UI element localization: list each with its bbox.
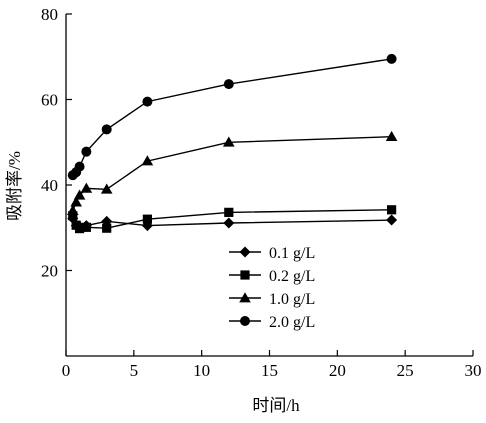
circle-point: [81, 146, 92, 157]
legend-label: 0.2 g/L: [269, 268, 315, 285]
triangle-point: [223, 136, 235, 147]
square-point: [74, 224, 85, 234]
legend-item: 2.0 g/L: [229, 314, 315, 331]
series-line: [72, 136, 392, 211]
legend-label: 2.0 g/L: [269, 314, 315, 331]
legend-marker: [240, 316, 250, 326]
square-point: [387, 205, 397, 215]
triangle-point: [70, 196, 82, 207]
x-tick-label: 25: [397, 361, 414, 380]
series-layer: [66, 53, 398, 234]
x-tick-label: 0: [62, 361, 71, 380]
series-3: [66, 130, 398, 215]
x-tick-label: 5: [130, 361, 139, 380]
circle-point: [101, 124, 112, 135]
square-point: [102, 223, 112, 233]
circle-point: [74, 161, 85, 172]
triangle-point: [73, 189, 86, 200]
square-point: [224, 207, 234, 217]
square-point: [142, 214, 152, 224]
square-point: [68, 211, 78, 221]
legend-marker: [239, 292, 251, 303]
triangle-point: [100, 183, 113, 194]
legend-item: 0.2 g/L: [229, 268, 315, 285]
triangle-point: [385, 130, 398, 142]
x-tick-label: 10: [193, 361, 210, 380]
series-4: [67, 53, 397, 181]
legend-label: 1.0 g/L: [269, 291, 315, 308]
triangle-point: [141, 155, 154, 166]
legend-marker: [240, 270, 250, 280]
x-tick-label: 30: [465, 361, 482, 380]
circle-point: [386, 53, 397, 64]
diamond-point: [223, 217, 235, 229]
y-tick-label: 20: [41, 262, 58, 281]
diamond-point: [386, 214, 398, 226]
circle-point: [142, 96, 153, 107]
y-tick-label: 40: [41, 176, 58, 195]
legend-label: 0.1 g/L: [269, 245, 315, 262]
x-tick-label: 15: [261, 361, 278, 380]
y-axis-label: 吸附率/%: [5, 151, 24, 221]
legend-item: 1.0 g/L: [229, 291, 315, 308]
x-axis-label: 时间/h: [252, 396, 300, 415]
series-line: [72, 58, 392, 176]
y-tick-label: 60: [41, 91, 58, 110]
legend-marker: [239, 246, 251, 258]
series-2: [68, 205, 397, 234]
axes: 0 5 10 15 20 25 30 20 40 60 80: [41, 5, 482, 380]
circle-point: [223, 79, 234, 90]
legend: 0.1 g/L 0.2 g/L 1.0 g/L 2.0 g/L: [229, 245, 315, 331]
legend-item: 0.1 g/L: [229, 245, 315, 262]
x-tick-label: 20: [329, 361, 346, 380]
square-point: [81, 222, 91, 232]
y-tick-label: 80: [41, 5, 58, 24]
triangle-point: [80, 182, 93, 193]
triangle-point: [66, 204, 79, 215]
